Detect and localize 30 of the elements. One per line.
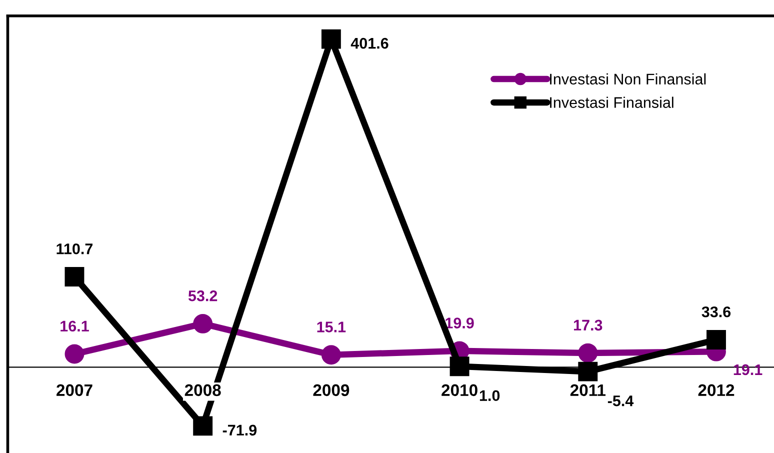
data-label: 1.0 — [480, 390, 500, 402]
point — [64, 344, 84, 364]
data-label: 15.1 — [317, 322, 346, 332]
data-label: 110.7 — [56, 243, 93, 254]
legend-label: Investasi Finansial — [550, 96, 674, 108]
point — [450, 356, 470, 376]
x-tick-label: 2009 — [313, 384, 350, 396]
point — [321, 345, 341, 365]
data-label: 17.3 — [574, 320, 602, 331]
data-label: 53.2 — [188, 290, 218, 302]
point — [64, 267, 84, 286]
point — [706, 330, 726, 350]
x-tick-label: 2011 — [570, 384, 606, 396]
x-tick-label: 2010 — [442, 384, 478, 396]
x-tick-label: 2008 — [184, 384, 221, 396]
legend-label: Investasi Non Finansial — [550, 73, 706, 85]
point — [578, 343, 598, 363]
point — [321, 29, 341, 49]
point — [193, 314, 213, 334]
x-tick-label: 2012 — [698, 384, 734, 396]
data-label: 19.9 — [446, 318, 474, 328]
x-tick-label: 2007 — [56, 384, 92, 396]
point — [578, 362, 598, 382]
data-label: -71.9 — [222, 424, 257, 436]
data-label: 33.6 — [702, 306, 731, 318]
data-label: 401.6 — [350, 38, 388, 49]
data-label: 16.1 — [60, 320, 89, 332]
data-label: -5.4 — [608, 396, 634, 406]
data-label: 19.1 — [734, 364, 762, 376]
point — [193, 416, 213, 436]
